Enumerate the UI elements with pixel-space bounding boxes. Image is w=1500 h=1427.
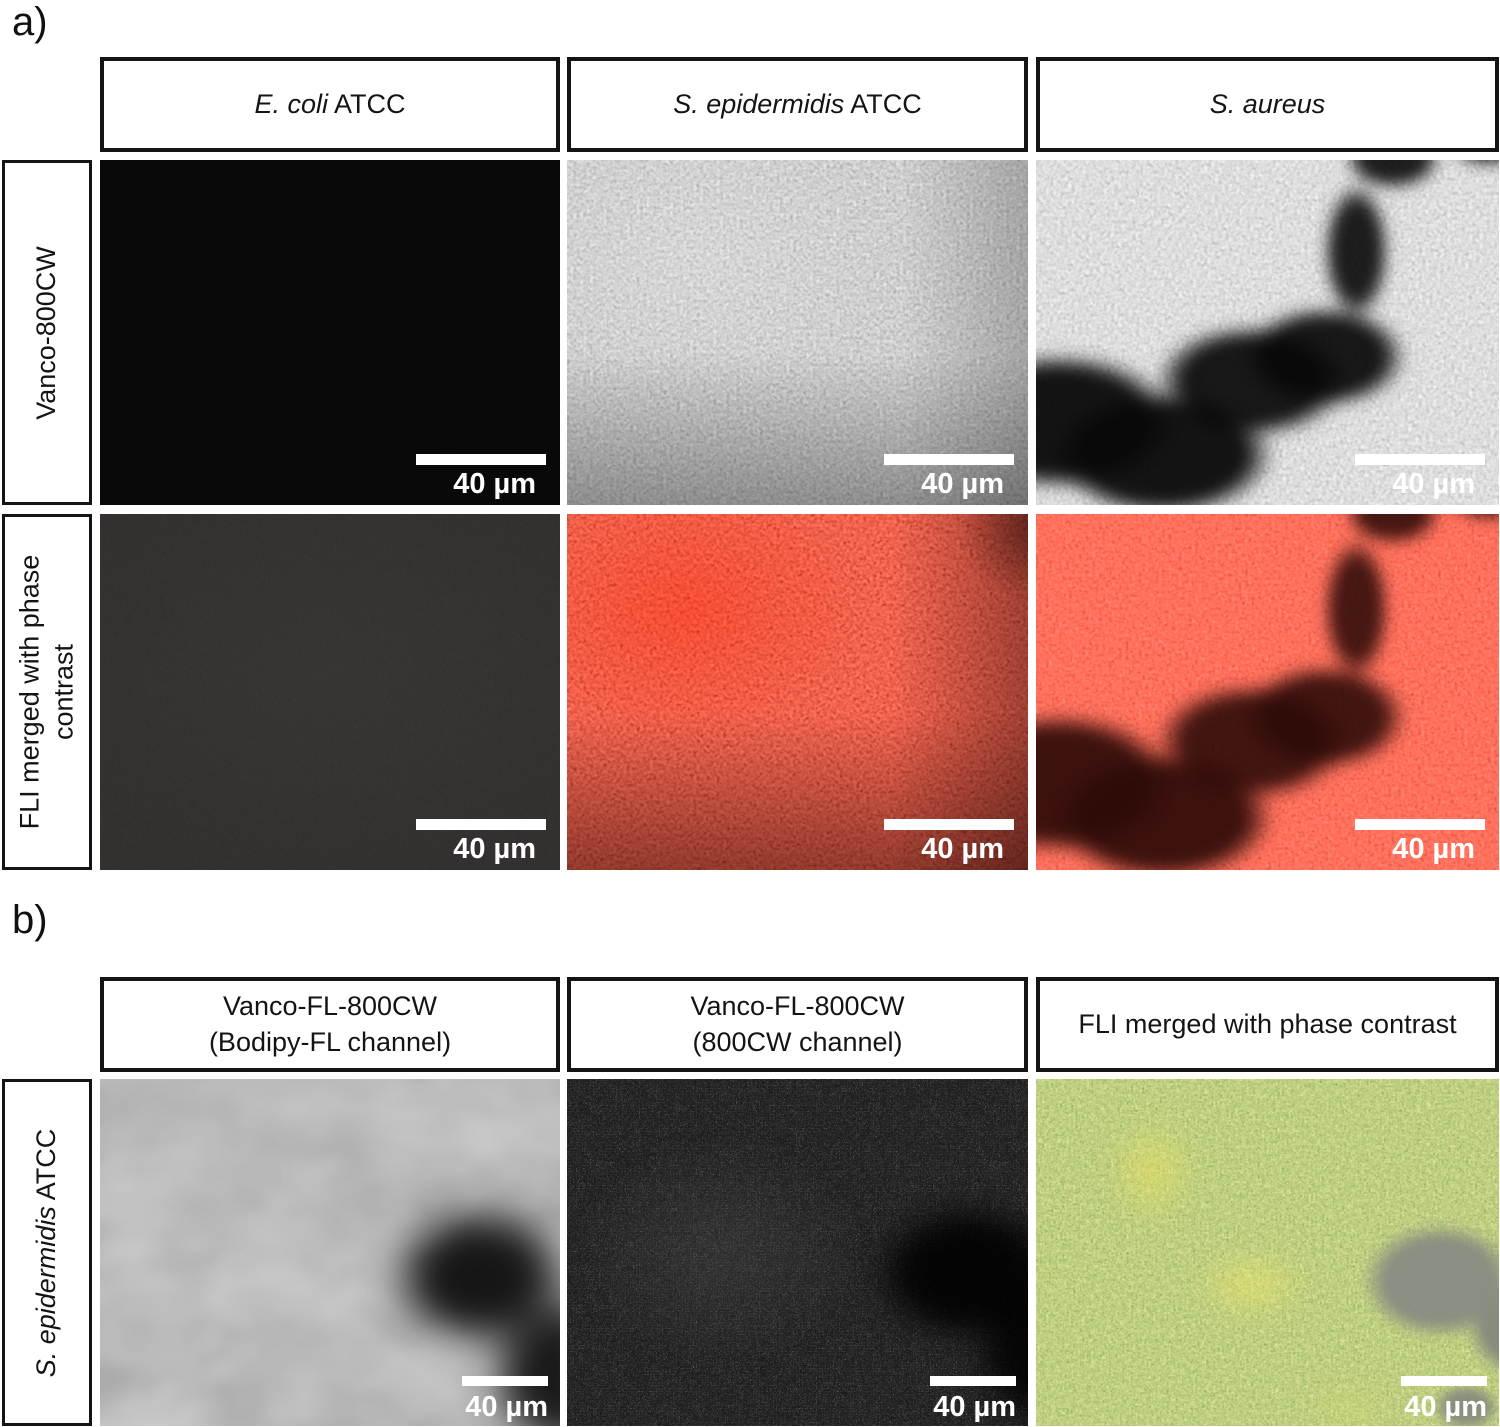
header-line1: FLI merged with phase contrast	[1078, 1008, 1457, 1039]
scale-bar	[416, 454, 546, 465]
species-name: S. epidermidis	[673, 88, 845, 119]
micrograph-a-vanco-sepidermidis: 40 µm	[567, 160, 1028, 505]
scale-bar-label: 40 µm	[1404, 1391, 1487, 1423]
strain-suffix: ATCC	[328, 88, 406, 119]
column-header-fli-merged: FLI merged with phase contrast	[1036, 977, 1499, 1072]
header-line1: Vanco-FL-800CW	[222, 991, 438, 1022]
scale-bar	[1401, 1376, 1487, 1386]
scale-bar	[462, 1376, 548, 1386]
row-header-text: Vanco-800CW	[31, 245, 62, 420]
micrograph-a-merged-sepidermidis: 40 µm	[567, 514, 1028, 870]
scale-bar	[930, 1376, 1016, 1386]
column-header-saureus: S. aureus	[1036, 57, 1499, 152]
scale-bar-label: 40 µm	[465, 1391, 548, 1423]
scale-bar	[1355, 819, 1485, 830]
panel-a-label: a)	[12, 0, 48, 44]
micrograph-a-vanco-saureus: 40 µm	[1036, 160, 1499, 505]
column-header-ecoli: E. coli ATCC	[100, 57, 560, 152]
header-line2: (800CW channel)	[692, 1026, 903, 1057]
strain-suffix: ATCC	[31, 1128, 62, 1206]
column-header-sepidermidis: S. epidermidis ATCC	[567, 57, 1028, 152]
dark-biofilm-void	[1036, 514, 1499, 870]
dark-biofilm-void	[1036, 160, 1499, 505]
scale-bar-label: 40 µm	[1392, 468, 1475, 500]
bright-region	[567, 160, 1028, 505]
phase-contrast-sheen	[100, 514, 560, 870]
row-header-text: S. epidermidis ATCC	[30, 1079, 64, 1426]
scale-bar-label: 40 µm	[933, 1391, 1016, 1423]
micrograph-a-merged-ecoli: 40 µm	[100, 514, 560, 870]
row-header-text: FLI merged with phase contrast	[14, 554, 78, 830]
scale-bar	[416, 819, 546, 830]
species-name: S. epidermidis	[31, 1205, 62, 1377]
scale-bar-label: 40 µm	[453, 468, 536, 500]
dark-void	[100, 1079, 560, 1426]
species-name: E. coli	[254, 88, 328, 119]
panel-b-label: b)	[12, 898, 48, 942]
dark-vignette	[567, 160, 1028, 505]
micrograph-b-merged: 40 µm	[1036, 1079, 1499, 1426]
dark-vignette	[567, 514, 1028, 870]
micrograph-b-bodipy-channel: 40 µm	[100, 1079, 560, 1426]
row-header-fli-merged: FLI merged with phase contrast	[2, 514, 92, 870]
row-header-sepidermidis: S. epidermidis ATCC	[2, 1079, 92, 1426]
species-name: S. aureus	[1209, 88, 1326, 119]
header-line2: (Bodipy-FL channel)	[208, 1026, 452, 1057]
scale-bar-label: 40 µm	[921, 468, 1004, 500]
scale-bar	[1355, 454, 1485, 465]
scale-bar	[884, 819, 1014, 830]
dark-void	[567, 1079, 1028, 1426]
scale-bar	[884, 454, 1014, 465]
strain-suffix: ATCC	[844, 88, 922, 119]
scale-bar-label: 40 µm	[453, 833, 536, 865]
gray-phase-void	[1036, 1079, 1499, 1426]
column-header-bodipy-channel: Vanco-FL-800CW (Bodipy-FL channel)	[100, 977, 560, 1072]
column-header-800cw-channel: Vanco-FL-800CW (800CW channel)	[567, 977, 1028, 1072]
row-header-vanco800cw: Vanco-800CW	[2, 160, 92, 505]
scale-bar-label: 40 µm	[1392, 833, 1475, 865]
micrograph-a-vanco-ecoli: 40 µm	[100, 160, 560, 505]
micrograph-a-merged-saureus: 40 µm	[1036, 514, 1499, 870]
header-line1: Vanco-FL-800CW	[690, 991, 905, 1022]
scale-bar-label: 40 µm	[921, 833, 1004, 865]
micrograph-b-800cw-channel: 40 µm	[567, 1079, 1028, 1426]
